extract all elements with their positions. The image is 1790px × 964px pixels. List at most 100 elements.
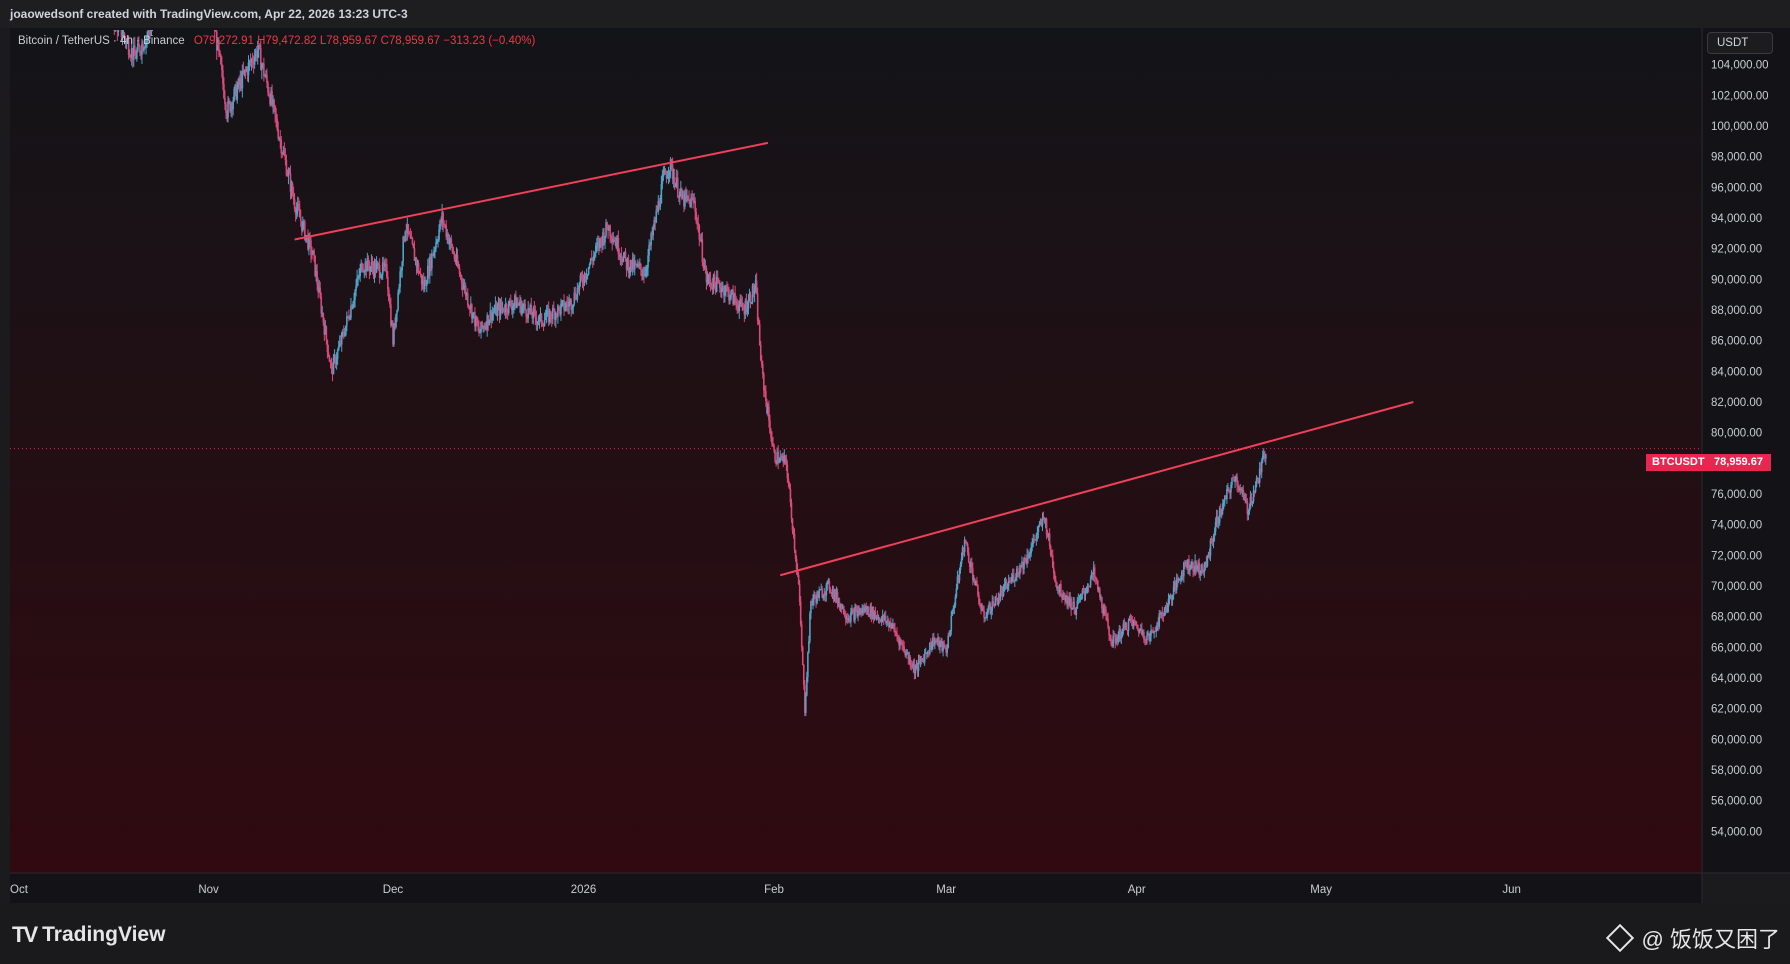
candle-body — [1066, 595, 1068, 605]
candle-body — [587, 266, 590, 275]
candle-body — [1235, 476, 1237, 482]
candle-body — [529, 305, 532, 312]
time-tick-label: Oct — [10, 884, 29, 896]
currency-selector-button[interactable]: USDT — [1707, 32, 1773, 54]
candle-body — [424, 279, 427, 286]
candle-body — [968, 561, 971, 567]
candle-body — [384, 263, 387, 265]
candle-body — [642, 274, 644, 276]
candle-body — [1089, 578, 1092, 586]
candle-body — [793, 534, 796, 550]
candle-body — [509, 300, 512, 307]
price-axis-panel[interactable] — [1702, 28, 1790, 873]
candle-body — [116, 30, 119, 32]
price-axis[interactable]: 104,000.00 102,000.00 100,000.00 98,000.00 9… — [1711, 60, 1769, 839]
candle-body — [1131, 620, 1134, 627]
candle-body — [414, 258, 417, 261]
candle-body — [719, 287, 722, 293]
candle-body — [577, 287, 580, 290]
symbol-title[interactable]: Bitcoin / TetherUS · 4h · Binance — [18, 35, 185, 47]
candle-body — [691, 197, 693, 199]
candle-body — [777, 451, 779, 463]
candle-body — [741, 302, 744, 309]
candle-body — [1003, 583, 1006, 587]
candle-body — [1035, 534, 1038, 540]
candle-body — [686, 195, 688, 197]
candle-body — [143, 47, 145, 51]
candle-body — [707, 275, 710, 280]
candle-body — [513, 303, 515, 307]
candle-body — [117, 30, 120, 32]
candle-body — [1036, 532, 1039, 535]
candle-body — [1143, 631, 1145, 640]
candle-body — [1250, 497, 1253, 502]
candle-body — [765, 391, 767, 401]
candle-body — [242, 70, 245, 74]
candle-body — [1027, 554, 1029, 559]
candle-body — [806, 677, 808, 696]
tradingview-logo[interactable]: TV TradingView — [12, 922, 165, 948]
candle-body — [216, 39, 219, 51]
candle-body — [780, 457, 783, 458]
candle-body — [935, 640, 937, 642]
time-axis[interactable]: Oct Nov Dec 2026 Feb Mar Apr May Jun — [10, 884, 1521, 896]
candle-body — [1033, 538, 1036, 540]
candle-body — [534, 310, 537, 318]
candle-body — [622, 255, 625, 262]
candle-body — [1075, 608, 1078, 615]
candle-body — [749, 294, 752, 304]
candle-body — [293, 199, 296, 209]
candle-body — [1231, 477, 1233, 485]
candle-body — [901, 641, 903, 646]
candle-body — [1200, 564, 1203, 574]
candle-body — [619, 255, 622, 257]
price-tick-label: 84,000.00 — [1711, 366, 1762, 378]
candle-body — [667, 175, 670, 176]
candle-body — [430, 256, 432, 269]
candle-body — [310, 240, 312, 255]
candle-body — [1243, 494, 1246, 501]
trendline[interactable] — [779, 401, 1414, 577]
candle-body — [341, 332, 344, 333]
candle-body — [1219, 507, 1222, 516]
candle-body — [113, 30, 116, 31]
candle-body — [702, 261, 705, 268]
candle-body — [1051, 555, 1054, 568]
candle-body — [704, 266, 707, 269]
candle-body — [890, 622, 892, 629]
trendline[interactable] — [294, 141, 769, 241]
candle-body — [324, 326, 327, 335]
candle-body — [486, 315, 489, 330]
candle-body — [580, 275, 583, 278]
candle-body — [1057, 587, 1059, 589]
candle-body — [543, 320, 546, 326]
candle-body — [867, 606, 870, 615]
candle-body — [562, 300, 564, 302]
price-chart[interactable]: 104,000.00 102,000.00 100,000.00 98,000.00 9… — [0, 0, 1790, 903]
candle-body — [570, 299, 573, 310]
candle-body — [1107, 618, 1109, 627]
candle-body — [387, 276, 389, 290]
candle-body — [145, 39, 147, 47]
time-axis-panel[interactable] — [10, 873, 1702, 903]
candle-body — [985, 617, 987, 619]
candle-body — [807, 652, 809, 678]
candle-body — [522, 306, 524, 308]
candle-body — [453, 253, 456, 259]
candle-body — [778, 461, 780, 463]
candle-body — [559, 307, 561, 315]
candle-body — [864, 606, 867, 613]
candle-body — [435, 242, 437, 249]
candle-body — [782, 456, 785, 463]
candle-body — [1137, 629, 1140, 633]
candle-body — [411, 238, 414, 244]
candle-body — [579, 275, 582, 283]
candle-body — [1039, 521, 1042, 525]
trendlines-group[interactable] — [294, 141, 1414, 577]
candle-body — [655, 210, 658, 223]
candle-body — [1077, 599, 1080, 601]
candle-body — [1145, 639, 1147, 641]
candle-body — [957, 576, 960, 581]
candle-body — [928, 642, 931, 654]
candle-body — [837, 602, 840, 604]
